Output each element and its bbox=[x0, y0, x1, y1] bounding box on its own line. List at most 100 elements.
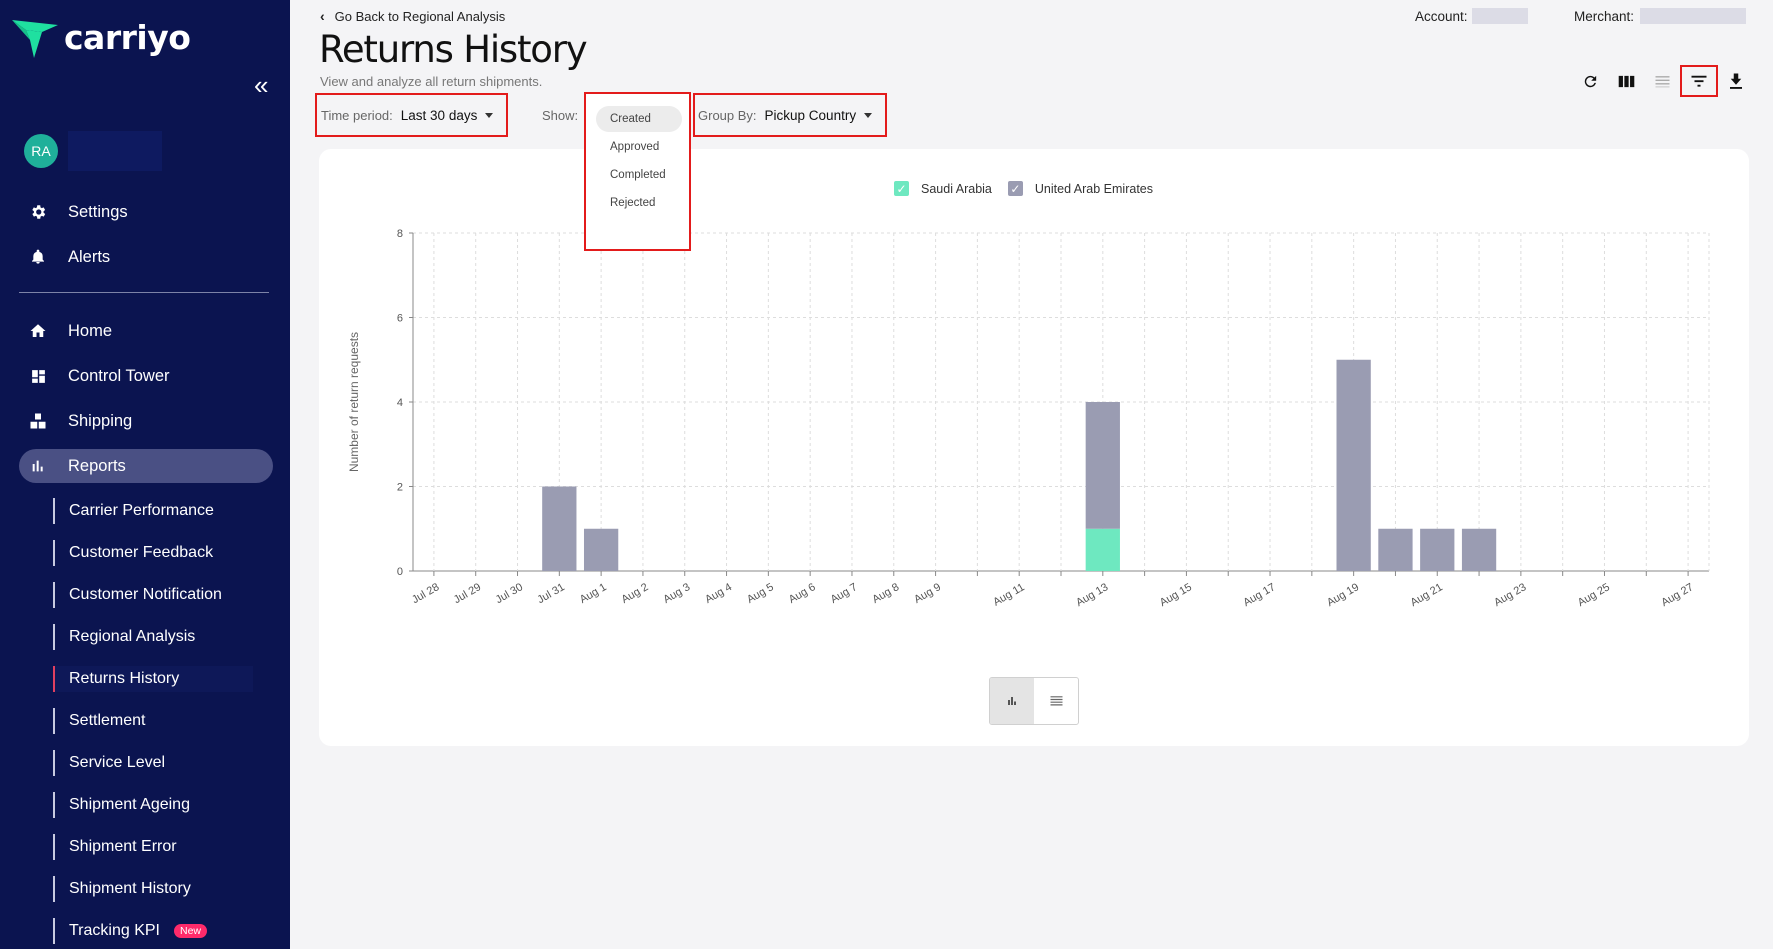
show-option-approved[interactable]: Approved bbox=[610, 141, 660, 153]
group-by-filter[interactable]: Group By: Pickup Country bbox=[693, 93, 887, 137]
refresh-button[interactable] bbox=[1572, 66, 1608, 96]
show-dropdown-menu: Created Approved Completed Rejected bbox=[584, 92, 691, 251]
toolbar bbox=[1572, 65, 1754, 97]
account-label: Account: bbox=[1415, 8, 1468, 24]
bar-united-arab-emirates bbox=[1420, 528, 1455, 571]
carriyo-logo[interactable]: carriyo bbox=[12, 17, 191, 58]
merchant-label: Merchant: bbox=[1574, 8, 1635, 24]
sidebar-subitem-carrier-performance[interactable]: Carrier Performance bbox=[53, 498, 214, 524]
x-tick-label: Aug 21 bbox=[1409, 581, 1445, 609]
page-title: Returns History bbox=[319, 28, 588, 71]
sidebar-subitem-service-level[interactable]: Service Level bbox=[53, 750, 165, 776]
sidebar-item-label: Home bbox=[68, 321, 113, 340]
sidebar-subitem-customer-feedback[interactable]: Customer Feedback bbox=[53, 540, 213, 566]
time-period-value: Last 30 days bbox=[400, 107, 478, 123]
sidebar-item-settings[interactable]: Settings bbox=[19, 195, 273, 229]
columns-button[interactable] bbox=[1608, 66, 1644, 96]
view-toggle bbox=[989, 677, 1079, 725]
account-selector[interactable]: Account: bbox=[1415, 8, 1528, 24]
sidebar-item-label: Shipping bbox=[68, 411, 133, 430]
sidebar-item-alerts[interactable]: Alerts bbox=[19, 240, 273, 274]
sidebar-item-shipping[interactable]: Shipping bbox=[19, 404, 273, 438]
sidebar-subitem-tracking-kpi[interactable]: Tracking KPI New bbox=[53, 918, 208, 944]
collapse-sidebar-icon[interactable]: « bbox=[254, 70, 269, 100]
merchant-value-redacted bbox=[1640, 8, 1747, 24]
download-icon bbox=[1730, 73, 1742, 89]
refresh-icon bbox=[1584, 75, 1596, 87]
x-tick-label: Aug 13 bbox=[1074, 581, 1110, 609]
sidebar-subitem-shipment-error[interactable]: Shipment Error bbox=[53, 834, 177, 860]
show-filter: Show: bbox=[542, 93, 586, 137]
show-option-rejected[interactable]: Rejected bbox=[610, 197, 656, 209]
table-view-button[interactable] bbox=[1034, 678, 1078, 724]
filter-button[interactable] bbox=[1680, 65, 1718, 97]
x-tick-label: Jul 29 bbox=[452, 581, 483, 606]
checkbox-checked-icon: ✓ bbox=[1007, 181, 1023, 196]
chevron-left-icon: ‹ bbox=[320, 8, 325, 24]
new-badge: New bbox=[174, 924, 208, 938]
sidebar-divider bbox=[19, 292, 269, 293]
y-tick-label: 6 bbox=[397, 313, 403, 325]
account-value-redacted bbox=[1471, 8, 1528, 24]
x-tick-label: Jul 31 bbox=[535, 581, 566, 606]
chart-view-button[interactable] bbox=[990, 678, 1034, 724]
x-tick-label: Aug 3 bbox=[661, 581, 692, 606]
sidebar: carriyo « RA Settings Alerts Home Contro… bbox=[0, 0, 290, 949]
sidebar-subitem-label: Shipment Ageing bbox=[69, 796, 190, 813]
page-subtitle: View and analyze all return shipments. bbox=[320, 74, 543, 89]
filter-icon bbox=[1691, 75, 1707, 87]
legend-label: Saudi Arabia bbox=[921, 181, 992, 196]
gear-icon bbox=[28, 202, 48, 222]
x-tick-label: Aug 15 bbox=[1158, 581, 1194, 609]
sidebar-subitem-shipment-ageing[interactable]: Shipment Ageing bbox=[53, 792, 190, 818]
sidebar-item-home[interactable]: Home bbox=[19, 314, 273, 348]
legend-item-united-arab-emirates[interactable]: ✓ United Arab Emirates bbox=[1007, 181, 1153, 196]
x-tick-label: Jul 30 bbox=[494, 581, 525, 606]
x-tick-label: Aug 17 bbox=[1241, 581, 1277, 609]
x-tick-label: Aug 23 bbox=[1492, 581, 1528, 609]
x-tick-label: Aug 11 bbox=[991, 581, 1026, 608]
table-view-icon bbox=[1050, 696, 1062, 706]
caret-down-icon bbox=[485, 112, 494, 118]
density-button[interactable] bbox=[1644, 66, 1680, 96]
show-label: Show: bbox=[542, 107, 579, 123]
brand-name: carriyo bbox=[64, 17, 191, 57]
back-link[interactable]: ‹ Go Back to Regional Analysis bbox=[320, 8, 505, 24]
bar-chart-icon bbox=[28, 456, 48, 476]
bar-saudi-arabia bbox=[1085, 528, 1120, 571]
y-tick-label: 4 bbox=[397, 397, 403, 409]
sidebar-subitem-returns-history[interactable]: Returns History bbox=[53, 666, 253, 692]
sidebar-subitem-label: Returns History bbox=[69, 670, 180, 687]
user-name-redacted bbox=[68, 131, 162, 171]
sidebar-subitem-settlement[interactable]: Settlement bbox=[53, 708, 145, 734]
caret-down-icon bbox=[864, 112, 873, 118]
bar-united-arab-emirates bbox=[583, 528, 619, 571]
sidebar-subitem-regional-analysis[interactable]: Regional Analysis bbox=[53, 624, 195, 650]
show-option-created[interactable]: Created bbox=[596, 106, 682, 132]
columns-icon bbox=[1618, 75, 1634, 87]
checkbox-checked-icon: ✓ bbox=[894, 181, 909, 196]
sidebar-subitem-shipment-history[interactable]: Shipment History bbox=[53, 876, 191, 902]
x-tick-label: Aug 8 bbox=[870, 581, 901, 606]
x-tick-label: Aug 2 bbox=[620, 581, 651, 606]
sidebar-item-control-tower[interactable]: Control Tower bbox=[19, 359, 273, 393]
sidebar-subitem-customer-notification[interactable]: Customer Notification bbox=[53, 582, 222, 608]
avatar: RA bbox=[24, 134, 58, 168]
sidebar-subitem-label: Shipment History bbox=[69, 880, 191, 897]
y-tick-label: 0 bbox=[397, 566, 403, 578]
show-option-completed[interactable]: Completed bbox=[610, 169, 666, 181]
download-button[interactable] bbox=[1718, 66, 1754, 96]
back-link-label: Go Back to Regional Analysis bbox=[334, 8, 506, 24]
time-period-filter[interactable]: Time period: Last 30 days bbox=[315, 93, 508, 137]
sidebar-subitem-label: Service Level bbox=[69, 754, 166, 771]
sidebar-item-label: Reports bbox=[68, 456, 126, 475]
time-period-label: Time period: bbox=[321, 107, 393, 123]
x-tick-label: Aug 9 bbox=[912, 581, 943, 606]
merchant-selector[interactable]: Merchant: bbox=[1574, 8, 1747, 24]
x-tick-label: Aug 6 bbox=[787, 581, 818, 606]
legend-item-saudi-arabia[interactable]: ✓ Saudi Arabia bbox=[894, 181, 992, 196]
sidebar-item-reports[interactable]: Reports bbox=[19, 449, 273, 483]
user-profile[interactable]: RA bbox=[24, 131, 162, 171]
dashboard-icon bbox=[28, 366, 48, 386]
boxes-icon bbox=[28, 411, 48, 431]
